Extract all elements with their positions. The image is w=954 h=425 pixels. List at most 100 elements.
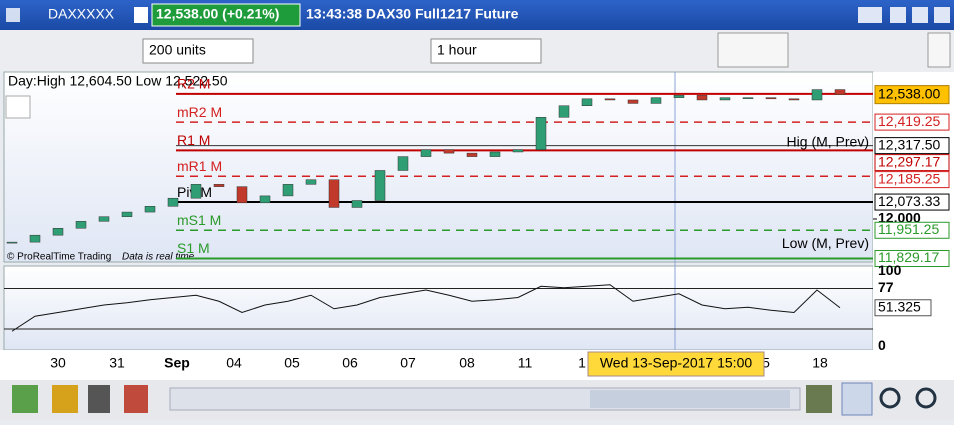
- tool-icon[interactable]: [52, 385, 78, 413]
- price-tag: [874, 193, 950, 211]
- scroll-thumb[interactable]: [590, 390, 790, 408]
- price-tag-label: 11,829.17: [878, 249, 939, 265]
- x-tick-label: 5: [762, 355, 770, 371]
- pivot-name: R2 M: [177, 76, 210, 92]
- candle: [466, 152, 478, 157]
- crosshair-box: [587, 351, 765, 377]
- time-axis: [0, 350, 954, 380]
- candle: [489, 151, 501, 157]
- refresh-icon[interactable]: [5, 95, 31, 119]
- units: 200 units: [149, 42, 206, 58]
- x-tick-label: 07: [400, 355, 416, 371]
- candle: [52, 228, 64, 236]
- close-button[interactable]: [934, 7, 950, 23]
- candle: [765, 97, 777, 100]
- x-tick-label: Sep: [164, 355, 190, 371]
- candle: [581, 98, 593, 106]
- price-tag-label: 12,073.33: [878, 193, 940, 209]
- price-tag-label: 12,317.50: [878, 136, 940, 152]
- menu-icon[interactable]: [6, 8, 20, 22]
- units-select[interactable]: [142, 38, 254, 64]
- candle: [512, 149, 524, 153]
- prev-high-name: Hig (M, Prev): [787, 133, 869, 149]
- price-tag-label: 12,419.25: [878, 113, 940, 129]
- indicator-button[interactable]: [717, 32, 789, 68]
- keyboard-button[interactable]: [858, 7, 882, 23]
- candle: [696, 95, 708, 101]
- candle: [259, 195, 271, 204]
- day-range: Day:High 12,604.50 Low 12,522.50: [8, 73, 228, 89]
- zoom-in[interactable]: [915, 387, 937, 409]
- quote: 12,538.00 (+0.21%): [156, 6, 279, 22]
- x-tick-label: 05: [284, 355, 300, 371]
- oscillator-tick-label: 0: [878, 337, 886, 353]
- pivot-name: mR1 M: [177, 158, 222, 174]
- tool-icon[interactable]: [88, 385, 110, 413]
- candle: [282, 184, 294, 197]
- price-panel: [3, 71, 874, 263]
- candle: [121, 211, 133, 217]
- candle: [719, 97, 731, 101]
- candle: [535, 117, 547, 150]
- candle: [305, 179, 317, 185]
- maximize-button[interactable]: [912, 7, 928, 23]
- tool-icon[interactable]: [12, 385, 38, 413]
- quote-box: [151, 3, 301, 27]
- crosshair-label: Wed 13-Sep-2017 15:00: [600, 355, 753, 371]
- candle: [811, 89, 823, 101]
- x-tick-label: 08: [459, 355, 475, 371]
- price-tag: [874, 221, 950, 239]
- oscillator-last-tag: [874, 299, 932, 317]
- info-icon[interactable]: [134, 7, 148, 23]
- zoom-out[interactable]: [879, 387, 901, 409]
- candle: [29, 234, 41, 243]
- x-tick-label: 18: [812, 355, 828, 371]
- candle: [788, 98, 800, 101]
- oscillator-upper-label: 77: [878, 279, 894, 295]
- status: Data is real time: [122, 252, 195, 263]
- price-tag-label: 12,297.17: [878, 153, 940, 169]
- period-select[interactable]: [430, 38, 542, 64]
- candle: [650, 97, 662, 104]
- tool-icon[interactable]: [124, 385, 148, 413]
- price-tag: [874, 171, 950, 189]
- pivot-name: R1 M: [177, 132, 210, 148]
- price-tag: [874, 113, 950, 131]
- price-tag: [874, 137, 950, 155]
- candle: [98, 216, 110, 222]
- candle: [397, 156, 409, 171]
- x-tick-label: 04: [226, 355, 242, 371]
- candle: [351, 200, 363, 208]
- oscillator-last-label: 51.325: [878, 298, 921, 314]
- x-tick-label: 30: [50, 355, 66, 371]
- x-tick-label: 1: [578, 355, 586, 371]
- candle: [374, 170, 386, 201]
- price-tag: [874, 249, 950, 267]
- x-tick-label: 11: [518, 355, 533, 371]
- pivot-name: mS1 M: [177, 212, 221, 228]
- zoom-tool[interactable]: [841, 382, 873, 416]
- prev-low-name: Low (M, Prev): [782, 235, 869, 251]
- symbol[interactable]: DAXXXXX: [48, 6, 115, 22]
- pivot-name: mR2 M: [177, 104, 222, 120]
- candle: [443, 149, 455, 154]
- candle: [236, 186, 248, 204]
- x-tick-label: 31: [109, 355, 125, 371]
- tool-icon[interactable]: [806, 385, 832, 413]
- price-tag-label: 11,951.25: [878, 221, 939, 237]
- period: 1 hour: [437, 42, 477, 58]
- instrument-info: 13:43:38 DAX30 Full1217 Future: [306, 6, 519, 22]
- candle: [6, 241, 18, 244]
- y-tick-label: 12,000: [878, 210, 921, 226]
- last-price-label: 12,538.00: [878, 85, 940, 101]
- candle: [604, 98, 616, 101]
- candle: [167, 197, 179, 207]
- candle: [75, 221, 87, 229]
- candle: [558, 105, 570, 118]
- price-tag-label: 12,185.25: [878, 170, 940, 186]
- side-button[interactable]: [927, 32, 951, 68]
- candle: [627, 99, 639, 104]
- minimize-button[interactable]: [890, 7, 906, 23]
